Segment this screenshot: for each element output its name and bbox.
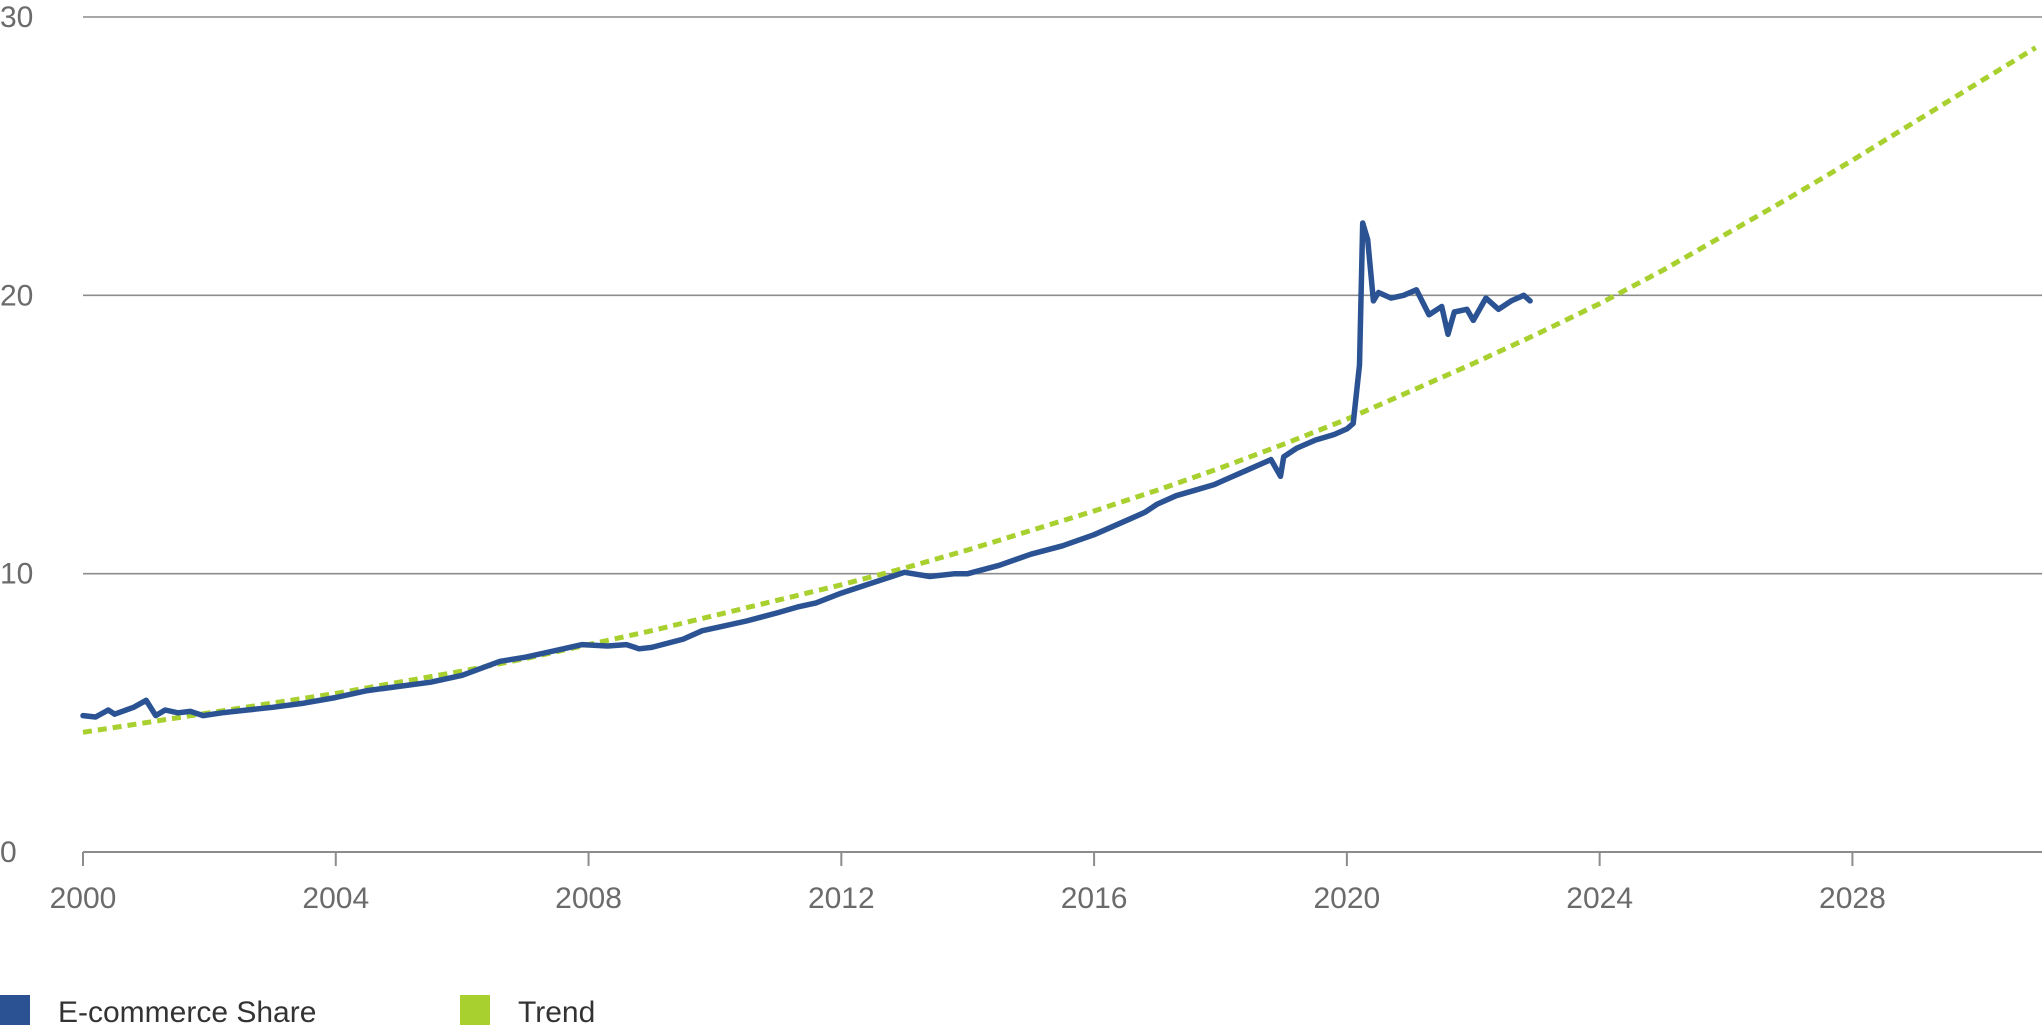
x-tick-label: 2028 bbox=[1819, 882, 1886, 915]
legend-swatch-trend bbox=[460, 995, 490, 1025]
legend: E-commerce Share Trend bbox=[0, 995, 595, 1029]
x-tick-label: 2020 bbox=[1313, 882, 1380, 915]
y-axis-tick-labels: 0 10 20 30 bbox=[0, 1, 33, 869]
x-tick-label: 2016 bbox=[1061, 882, 1128, 915]
legend-label-trend: Trend bbox=[518, 996, 595, 1029]
x-tick-label: 2004 bbox=[302, 882, 369, 915]
legend-swatch-ecommerce-share bbox=[0, 995, 30, 1025]
x-tick-label: 2008 bbox=[555, 882, 622, 915]
legend-label-ecommerce-share: E-commerce Share bbox=[58, 996, 316, 1029]
series-line-ecommerce-share bbox=[80, 220, 1533, 720]
y-tick-label: 20 bbox=[0, 279, 33, 312]
x-tick-label: 2024 bbox=[1566, 882, 1633, 915]
y-tick-label: 0 bbox=[0, 836, 17, 869]
y-tick-label: 30 bbox=[0, 1, 33, 34]
y-tick-label: 10 bbox=[0, 558, 33, 591]
x-tick-label: 2012 bbox=[808, 882, 875, 915]
gridlines bbox=[83, 16, 2042, 575]
x-axis: 2000 2004 2008 2012 2016 2020 2024 2028 bbox=[50, 851, 2042, 915]
series-lines bbox=[80, 45, 2038, 735]
series-line-trend bbox=[82, 45, 2038, 735]
x-tick-label: 2000 bbox=[50, 882, 117, 915]
